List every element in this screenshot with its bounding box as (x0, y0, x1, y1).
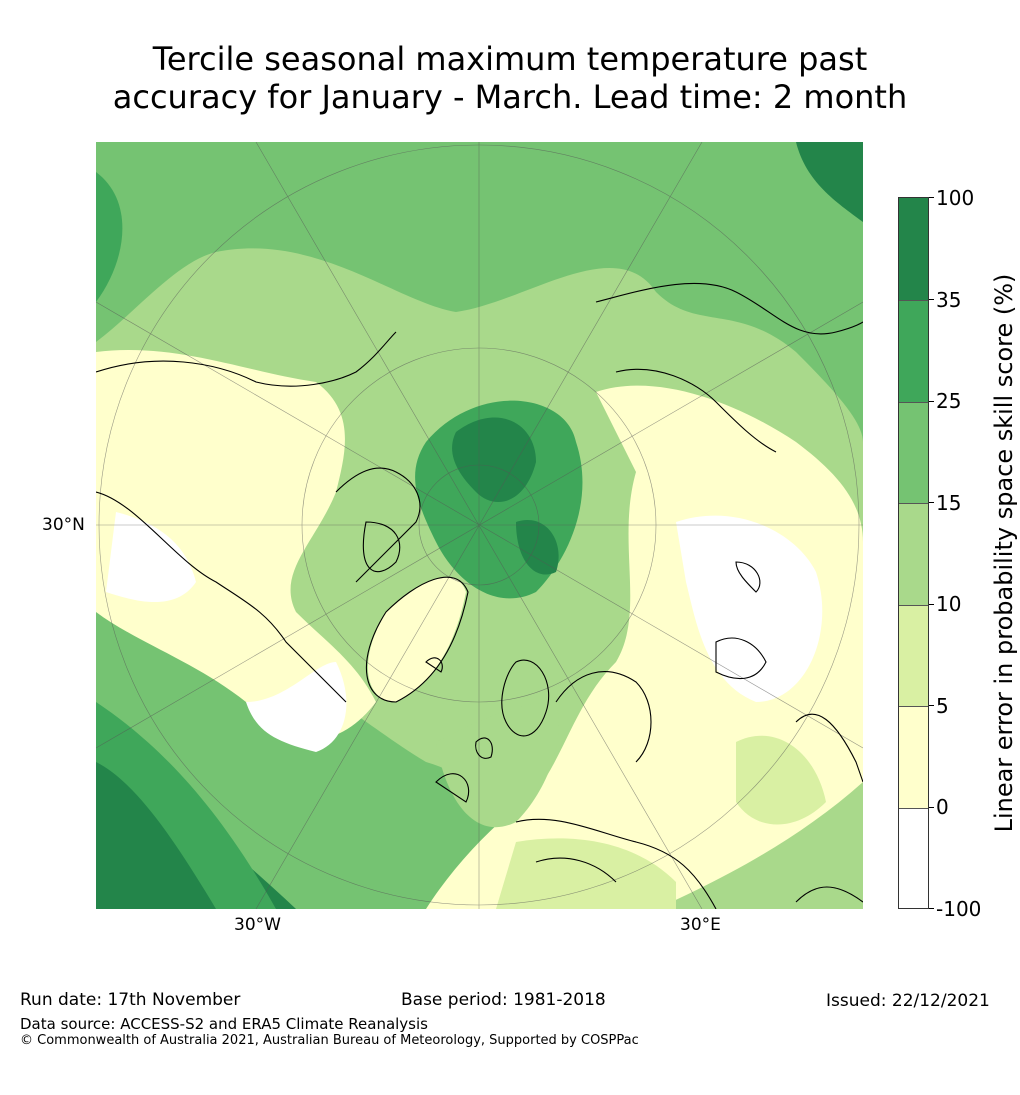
copyright: © Commonwealth of Australia 2021, Austra… (20, 1033, 639, 1048)
colorbar-band-35-100 (899, 198, 928, 300)
coastlines (96, 282, 863, 909)
skill-region-very-high (796, 142, 863, 222)
skill-region-high (96, 172, 123, 302)
map-canvas (96, 142, 863, 909)
skill-region-high (96, 702, 276, 909)
skill-region-low-medium (736, 735, 826, 825)
europe-region (436, 702, 559, 828)
colorbar-tick-label: 25 (936, 389, 962, 413)
colorbar (898, 197, 929, 909)
colorbar-label: Linear error in probability space skill … (990, 273, 1018, 833)
issued-date: Issued: 22/12/2021 (826, 991, 990, 1011)
polar-map[interactable] (96, 142, 863, 909)
colorbar-tick (929, 604, 934, 605)
colorbar-band-5-10 (899, 605, 928, 706)
arctic-very-high-skill (516, 520, 559, 575)
colorbar-tick-label: 15 (936, 491, 962, 515)
colorbar-tick-label: -100 (936, 897, 982, 921)
skill-region-none (676, 515, 823, 702)
colorbar-tick (929, 705, 934, 706)
title-line-1: Tercile seasonal maximum temperature pas… (152, 40, 868, 78)
lat-label-30n: 30°N (42, 515, 85, 535)
colorbar-tick (929, 197, 934, 198)
run-date: Run date: 17th November (20, 990, 241, 1010)
title-line-2: accuracy for January - March. Lead time:… (112, 78, 908, 116)
colorbar-band-0-5 (899, 706, 928, 808)
colorbar-band-25-35 (899, 300, 928, 402)
colorbar-band-10-15 (899, 503, 928, 605)
colorbar-tick-label: 0 (936, 795, 949, 819)
mediterranean-region (496, 838, 676, 909)
lon-label-30w: 30°W (234, 915, 281, 935)
data-source: Data source: ACCESS-S2 and ERA5 Climate … (20, 1015, 428, 1033)
lon-label-30e: 30°E (680, 915, 721, 935)
colorbar-tick-label: 35 (936, 288, 962, 312)
colorbar-tick (929, 502, 934, 503)
colorbar-tick-label: 10 (936, 592, 962, 616)
base-period: Base period: 1981-2018 (401, 990, 606, 1010)
greenland-region (367, 577, 466, 702)
colorbar-tick (929, 908, 934, 909)
colorbar-band-neg100-0 (899, 808, 928, 908)
skill-region-low (96, 349, 376, 740)
graticule (96, 142, 863, 909)
colorbar-tick-label: 5 (936, 694, 949, 718)
colorbar-tick (929, 401, 934, 402)
chart-title: Tercile seasonal maximum temperature pas… (0, 40, 1020, 116)
colorbar-band-15-25 (899, 402, 928, 503)
colorbar-tick-label: 100 (936, 186, 975, 210)
colorbar-tick (929, 807, 934, 808)
skill-region-none (106, 512, 196, 602)
skill-region-none (246, 662, 347, 752)
colorbar-tick (929, 299, 934, 300)
arctic-very-high-skill (452, 417, 536, 502)
